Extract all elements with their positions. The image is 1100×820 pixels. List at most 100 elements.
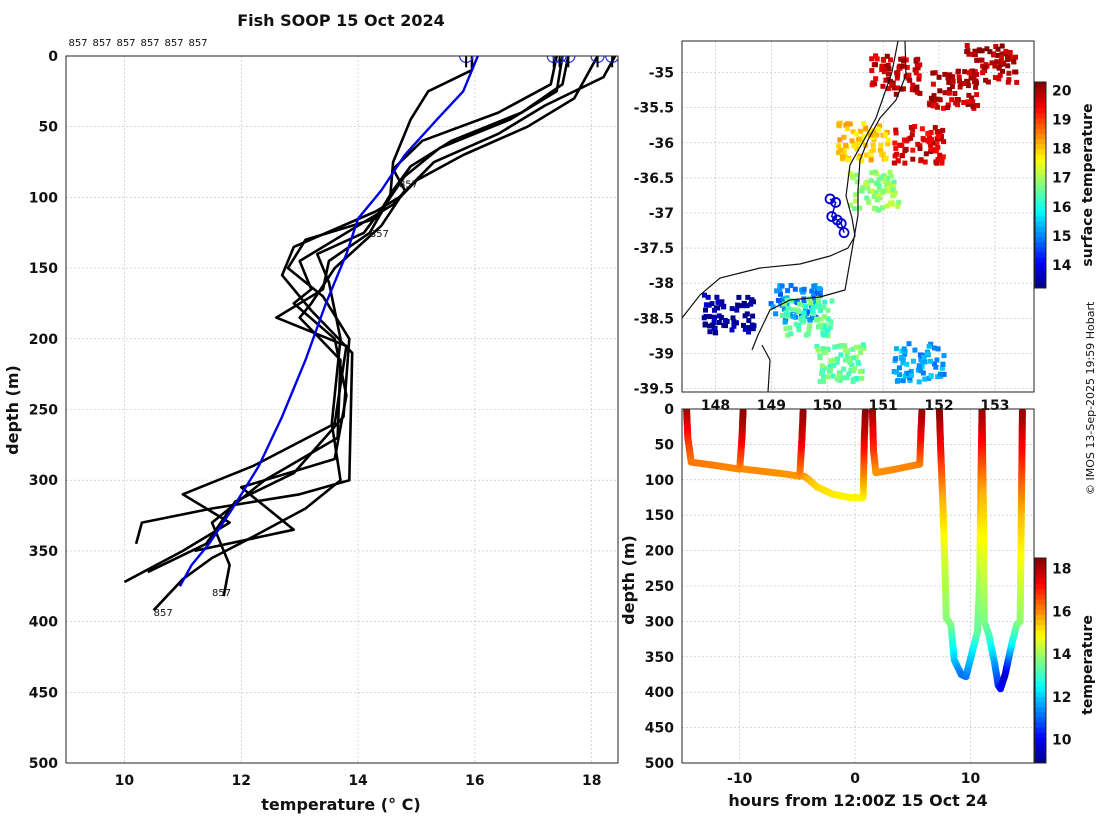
sst-pixel bbox=[865, 185, 871, 191]
ship-track bbox=[829, 198, 845, 233]
sst-pixel bbox=[887, 200, 893, 206]
sst-pixel bbox=[928, 358, 933, 364]
sst-pixel bbox=[891, 179, 897, 185]
sst-pixel bbox=[980, 70, 986, 76]
sst-pixel bbox=[851, 355, 857, 361]
sst-pixel bbox=[902, 351, 908, 357]
profile-line bbox=[194, 56, 599, 553]
sst-pixel bbox=[890, 187, 896, 193]
sst-pixel bbox=[863, 125, 869, 131]
colorbar-segment bbox=[1035, 619, 1046, 626]
sst-pixel bbox=[791, 314, 796, 319]
colorbar-segment bbox=[1035, 169, 1046, 176]
sst-pixel bbox=[910, 358, 916, 364]
sst-pixel bbox=[792, 286, 798, 292]
colorbar-segment bbox=[1035, 670, 1046, 677]
sst-pixel bbox=[915, 65, 921, 71]
sst-pixel bbox=[813, 317, 819, 323]
sst-pixel bbox=[882, 179, 888, 185]
sst-pixel bbox=[939, 158, 945, 164]
sst-pixel bbox=[798, 316, 804, 322]
sst-pixel bbox=[935, 374, 941, 380]
sst-pixel bbox=[912, 67, 918, 73]
sst-pixel bbox=[845, 157, 851, 163]
sst-pixel bbox=[840, 154, 845, 160]
sst-pixel bbox=[788, 331, 794, 337]
sst-pixel bbox=[856, 344, 862, 350]
sst-pixel bbox=[736, 303, 742, 309]
sst-pixel bbox=[804, 309, 810, 315]
sst-pixel bbox=[894, 75, 900, 81]
colorbar-segment bbox=[1035, 221, 1046, 227]
colorbar-segment bbox=[1035, 241, 1046, 248]
top-label: 857 bbox=[116, 38, 135, 49]
sst-pixel bbox=[881, 66, 886, 72]
sst-pixel bbox=[732, 320, 738, 326]
sst-pixel bbox=[811, 297, 817, 303]
sst-pixel bbox=[871, 129, 877, 135]
sst-pixel bbox=[921, 355, 927, 360]
sst-pixel bbox=[987, 49, 993, 55]
sst-pixel bbox=[880, 205, 886, 211]
sst-pixel bbox=[847, 360, 853, 365]
colorbar-segment bbox=[1035, 660, 1046, 667]
sst-pixel bbox=[872, 169, 878, 175]
colorbar-segment bbox=[1035, 675, 1046, 682]
sst-pixel bbox=[705, 294, 711, 300]
sst-pixel bbox=[874, 56, 880, 62]
sst-pixel bbox=[821, 324, 826, 330]
sst-pixel bbox=[788, 283, 794, 288]
map-xtick: 149 bbox=[757, 398, 786, 414]
sst-pixel bbox=[908, 135, 914, 141]
sst-pixel bbox=[830, 373, 836, 379]
top-label: 857 bbox=[188, 38, 207, 49]
sst-pixel bbox=[835, 356, 840, 362]
sst-pixel bbox=[1001, 61, 1007, 67]
profile-xtick: 16 bbox=[465, 773, 484, 789]
sst-pixel bbox=[931, 103, 937, 109]
colorbar-segment bbox=[1035, 210, 1046, 217]
sst-pixel bbox=[869, 56, 875, 62]
sst-pixel bbox=[821, 378, 826, 384]
colorbar-segment bbox=[1035, 159, 1046, 165]
sst-pixel bbox=[845, 121, 850, 127]
sst-pixel bbox=[913, 87, 919, 93]
sst-pixel bbox=[782, 319, 788, 325]
profile-xtick: 18 bbox=[582, 773, 601, 789]
sst-pixel bbox=[933, 148, 939, 154]
sst-pixel bbox=[773, 311, 779, 317]
colorbar-segment bbox=[1035, 87, 1046, 93]
sst-pixel bbox=[807, 323, 813, 329]
sst-pixel bbox=[996, 65, 1002, 71]
sst-pixel bbox=[836, 143, 842, 149]
sst-pixel bbox=[837, 137, 843, 143]
sst-pixel bbox=[856, 155, 862, 161]
sst-pixel bbox=[778, 291, 783, 297]
credit-text: © IMOS 13-Sep-2025 19:59 Hobart bbox=[1084, 301, 1097, 495]
sst-pixel bbox=[965, 99, 971, 105]
sst-pixel bbox=[926, 133, 932, 139]
colorbar-tick: 16 bbox=[1052, 200, 1071, 216]
sst-pixel bbox=[823, 349, 829, 355]
sst-pixel bbox=[948, 74, 954, 80]
sst-pixel bbox=[744, 303, 750, 309]
sst-pixel bbox=[809, 288, 815, 294]
sst-pixel bbox=[930, 81, 936, 87]
colorbar-segment bbox=[1035, 691, 1046, 697]
sst-pixel bbox=[927, 136, 933, 142]
colorbar-tick: 14 bbox=[1052, 258, 1072, 274]
sst-pixel bbox=[947, 87, 953, 93]
sst-pixel bbox=[750, 326, 756, 332]
sst-pixel bbox=[942, 90, 948, 96]
sst-pixel bbox=[949, 84, 955, 89]
sst-pixel bbox=[912, 124, 918, 129]
sst-pixel bbox=[751, 299, 756, 305]
sst-pixel bbox=[742, 313, 748, 319]
profile-ytick: 400 bbox=[29, 615, 58, 631]
sst-pixel bbox=[882, 156, 888, 162]
colorbar-segment bbox=[1035, 634, 1046, 641]
coastline bbox=[682, 41, 907, 392]
sst-pixel bbox=[846, 371, 852, 377]
sst-pixel bbox=[928, 130, 934, 135]
profile-title: Fish SOOP 15 Oct 2024 bbox=[237, 11, 445, 30]
